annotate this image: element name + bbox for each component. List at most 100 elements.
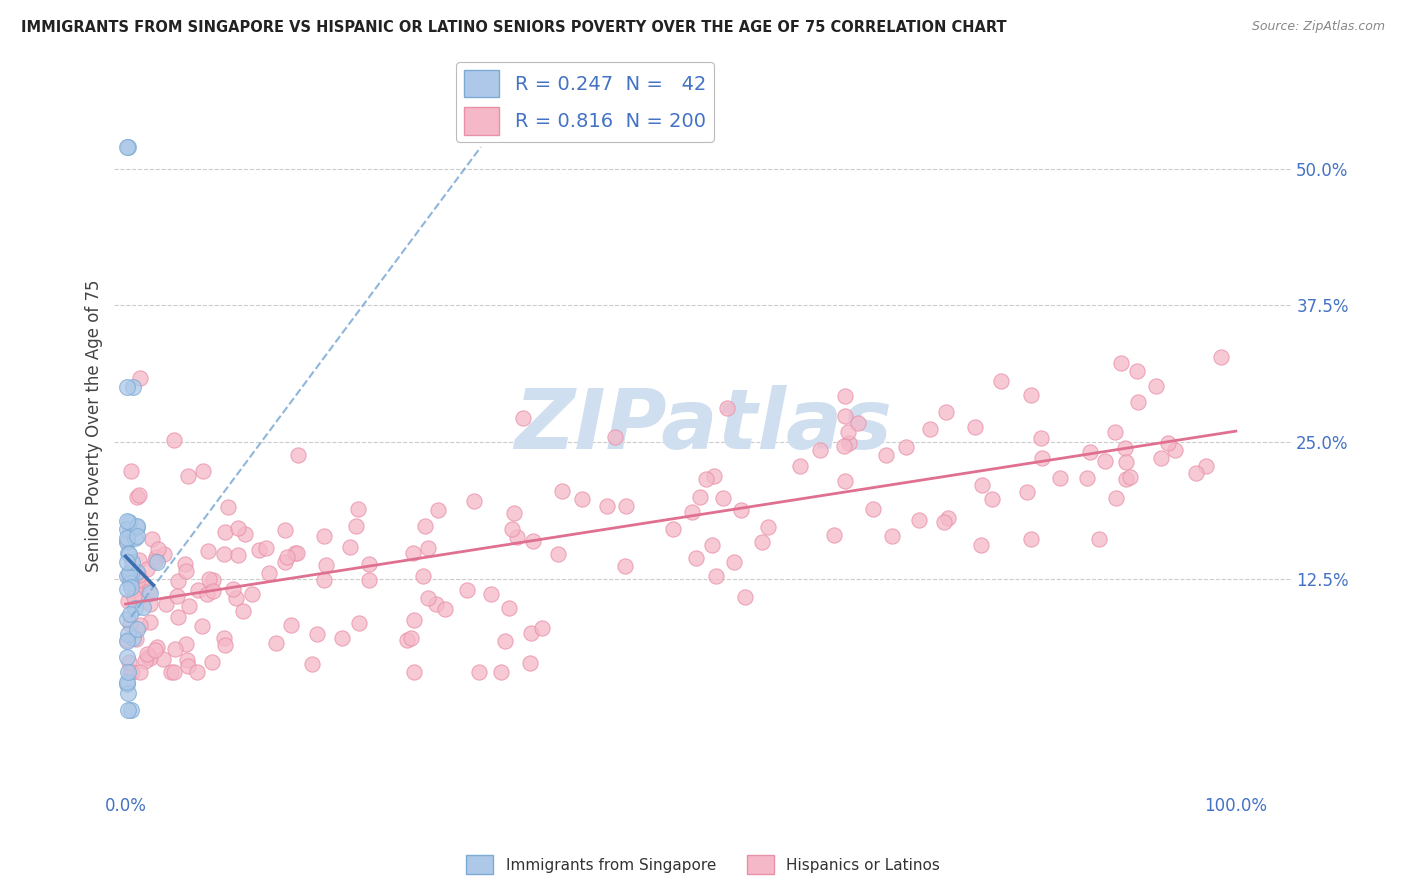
Point <box>121 573 143 587</box>
Point <box>990 374 1012 388</box>
Point <box>129 370 152 384</box>
Text: ZIPatlas: ZIPatlas <box>515 385 891 467</box>
Point <box>1150 451 1173 466</box>
Point <box>965 420 987 434</box>
Point <box>201 655 224 669</box>
Point <box>117 569 139 583</box>
Point <box>689 490 711 504</box>
Point <box>257 566 280 581</box>
Point <box>808 442 831 457</box>
Point <box>212 547 235 561</box>
Point <box>287 448 309 462</box>
Point <box>135 562 157 576</box>
Point <box>122 590 145 604</box>
Point <box>416 541 439 555</box>
Point <box>264 636 287 650</box>
Point <box>1115 455 1137 469</box>
Point <box>233 527 256 541</box>
Point <box>837 425 859 439</box>
Point <box>122 380 145 394</box>
Point <box>433 602 456 616</box>
Point <box>127 574 149 588</box>
Point <box>117 546 139 560</box>
Point <box>301 657 323 671</box>
Point <box>226 521 249 535</box>
Point <box>176 468 198 483</box>
Point <box>547 547 569 561</box>
Point <box>145 555 167 569</box>
Point <box>128 553 150 567</box>
Point <box>274 555 297 569</box>
Point <box>425 597 447 611</box>
Point <box>716 401 738 415</box>
Point <box>152 652 174 666</box>
Point <box>312 529 335 543</box>
Point <box>166 589 188 603</box>
Point <box>519 656 541 670</box>
Point <box>1088 533 1111 547</box>
Point <box>315 558 337 572</box>
Point <box>125 574 148 588</box>
Point <box>723 555 745 569</box>
Point <box>118 524 141 538</box>
Point <box>920 422 942 436</box>
Point <box>347 501 370 516</box>
Point <box>115 522 138 536</box>
Point <box>1104 491 1126 506</box>
Point <box>501 522 523 536</box>
Point <box>254 541 277 555</box>
Point <box>141 532 163 546</box>
Point <box>125 529 148 543</box>
Point <box>115 531 138 545</box>
Point <box>191 619 214 633</box>
Point <box>115 555 138 569</box>
Point <box>846 416 869 430</box>
Point <box>120 563 142 577</box>
Point <box>1115 472 1137 486</box>
Point <box>214 524 236 539</box>
Point <box>125 520 148 534</box>
Point <box>1114 442 1136 456</box>
Point <box>614 559 637 574</box>
Point <box>167 574 190 589</box>
Point <box>118 617 141 632</box>
Point <box>139 597 162 611</box>
Point <box>339 540 361 554</box>
Point <box>468 665 491 679</box>
Point <box>1126 364 1149 378</box>
Point <box>357 573 380 587</box>
Point <box>596 500 619 514</box>
Point <box>212 632 235 646</box>
Point <box>197 543 219 558</box>
Point <box>494 634 516 648</box>
Point <box>503 506 526 520</box>
Point <box>163 665 186 679</box>
Point <box>305 627 328 641</box>
Point <box>357 557 380 571</box>
Point <box>124 632 146 646</box>
Point <box>571 492 593 507</box>
Point <box>704 569 727 583</box>
Point <box>117 665 139 679</box>
Point <box>132 599 155 614</box>
Point <box>160 665 183 679</box>
Point <box>177 599 200 613</box>
Point <box>456 582 478 597</box>
Point <box>1094 454 1116 468</box>
Point <box>138 651 160 665</box>
Point <box>177 658 200 673</box>
Point <box>195 587 218 601</box>
Point <box>1164 443 1187 458</box>
Point <box>703 469 725 483</box>
Point <box>862 502 884 516</box>
Point <box>498 601 520 615</box>
Point <box>115 535 138 549</box>
Point <box>838 435 860 450</box>
Legend: Immigrants from Singapore, Hispanics or Latinos: Immigrants from Singapore, Hispanics or … <box>460 849 946 880</box>
Point <box>416 591 439 605</box>
Y-axis label: Seniors Poverty Over the Age of 75: Seniors Poverty Over the Age of 75 <box>86 279 103 572</box>
Point <box>662 522 685 536</box>
Point <box>143 643 166 657</box>
Point <box>491 665 513 679</box>
Point <box>202 573 225 587</box>
